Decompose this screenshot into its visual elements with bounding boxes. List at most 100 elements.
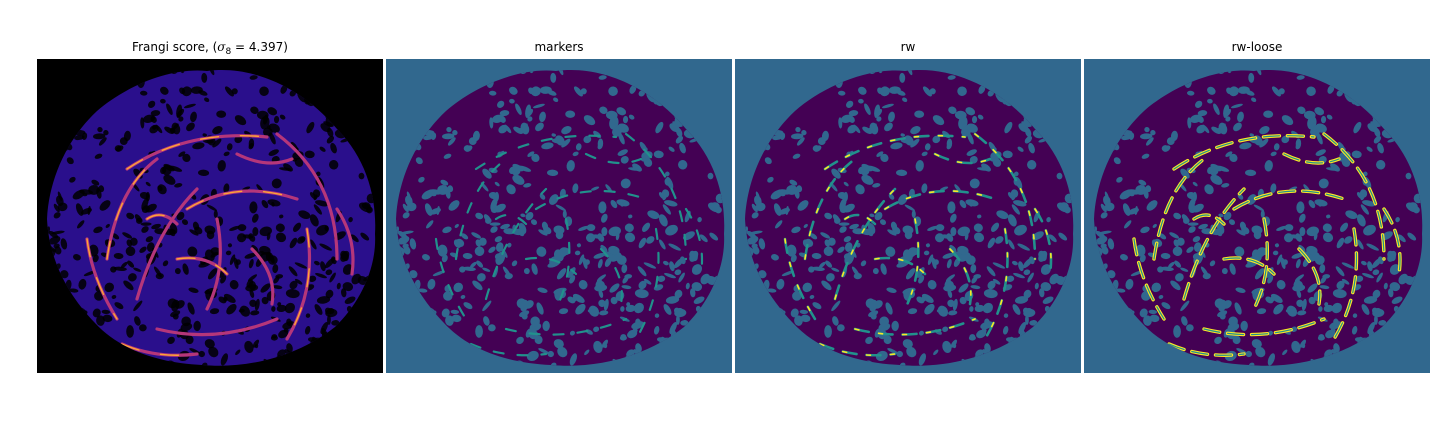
texture-blob [448, 200, 460, 211]
texture-blob [952, 344, 957, 349]
texture-blob [622, 115, 629, 124]
texture-blob [538, 348, 550, 355]
texture-blob [249, 299, 257, 307]
texture-blob [340, 250, 350, 262]
texture-blob [986, 266, 996, 277]
texture-blob [294, 262, 308, 269]
texture-blob [160, 86, 169, 95]
vessel-ridge-peak [86, 238, 118, 320]
texture-blob [174, 267, 181, 275]
texture-blob [209, 308, 220, 315]
texture-blob [949, 244, 957, 253]
texture-blob [123, 130, 131, 142]
texture-blob [1013, 200, 1027, 207]
texture-blob [1267, 275, 1274, 284]
texture-blob [361, 202, 371, 210]
texture-blob [896, 90, 906, 96]
vessel-ridge [250, 247, 275, 306]
texture-blob [1276, 254, 1283, 265]
texture-blob [561, 138, 571, 148]
rw-loose-title: rw-loose [1231, 40, 1283, 54]
texture-blob [1018, 321, 1027, 335]
vessel-ridge-peak [176, 257, 228, 275]
texture-blob [1263, 110, 1274, 118]
texture-blob [1244, 169, 1257, 177]
texture-blob [1204, 184, 1214, 195]
texture-blob [1252, 289, 1259, 301]
texture-blob [485, 217, 492, 224]
texture-blob [490, 226, 498, 233]
texture-blob [601, 339, 609, 348]
texture-blob [1331, 302, 1342, 314]
texture-blob [1230, 103, 1243, 109]
texture-blob [342, 264, 354, 275]
texture-blob [970, 264, 977, 274]
texture-blob [542, 320, 550, 332]
vessel-marker [1298, 248, 1321, 305]
texture-blob [469, 261, 477, 268]
texture-blob [1011, 260, 1018, 266]
texture-blob [443, 291, 453, 301]
texture-blob [996, 210, 1009, 220]
texture-blob [1013, 171, 1019, 177]
texture-blob [1095, 230, 1106, 239]
texture-blob [821, 130, 829, 142]
texture-blob [778, 208, 790, 215]
texture-blob [1034, 282, 1039, 290]
texture-blob [1391, 296, 1403, 304]
texture-blob [1225, 116, 1231, 122]
texture-blob [653, 150, 664, 159]
texture-blob [237, 224, 247, 232]
texture-blob [1301, 344, 1306, 349]
texture-blob [1259, 126, 1270, 135]
texture-blob [674, 269, 682, 276]
texture-blob [982, 302, 993, 314]
texture-blob [664, 200, 678, 207]
texture-blob [619, 335, 627, 341]
texture-blob [992, 278, 1001, 285]
texture-blob [973, 223, 983, 232]
texture-blob [799, 309, 809, 314]
texture-blob [1192, 253, 1199, 260]
texture-blob [1298, 244, 1306, 253]
texture-blob [965, 107, 976, 116]
texture-blob [167, 336, 175, 345]
texture-blob [1301, 298, 1307, 311]
texture-blob [977, 214, 982, 219]
texture-blob [81, 132, 88, 140]
texture-blob [880, 153, 889, 162]
texture-blob [572, 293, 585, 303]
texture-blob [530, 86, 541, 97]
texture-blob [139, 90, 148, 96]
texture-blob [482, 168, 492, 179]
texture-blob [861, 174, 874, 185]
texture-blob [831, 267, 840, 272]
texture-blob [125, 246, 136, 256]
texture-blob [600, 244, 608, 253]
texture-blob [1299, 227, 1306, 237]
texture-blob [60, 270, 69, 279]
vessel-marker [454, 157, 508, 261]
texture-blob [849, 223, 859, 230]
texture-blob [853, 272, 862, 280]
texture-blob [792, 153, 801, 159]
texture-blob [1127, 208, 1139, 215]
texture-blob [1307, 283, 1318, 293]
texture-blob [610, 296, 618, 305]
texture-blob [1141, 153, 1150, 159]
texture-blob [583, 115, 596, 126]
texture-blob [527, 151, 535, 157]
texture-blob [621, 285, 632, 290]
texture-blob [838, 222, 850, 226]
texture-blob [1252, 249, 1262, 262]
texture-blob [483, 316, 490, 326]
texture-blob [178, 151, 186, 157]
vessel-marker [973, 132, 1037, 261]
texture-blob [848, 110, 859, 117]
texture-blob [927, 280, 937, 290]
texture-blob [476, 260, 484, 268]
texture-blob [101, 309, 111, 314]
texture-blob [155, 272, 164, 280]
texture-blob [654, 313, 660, 318]
texture-blob [657, 275, 666, 282]
